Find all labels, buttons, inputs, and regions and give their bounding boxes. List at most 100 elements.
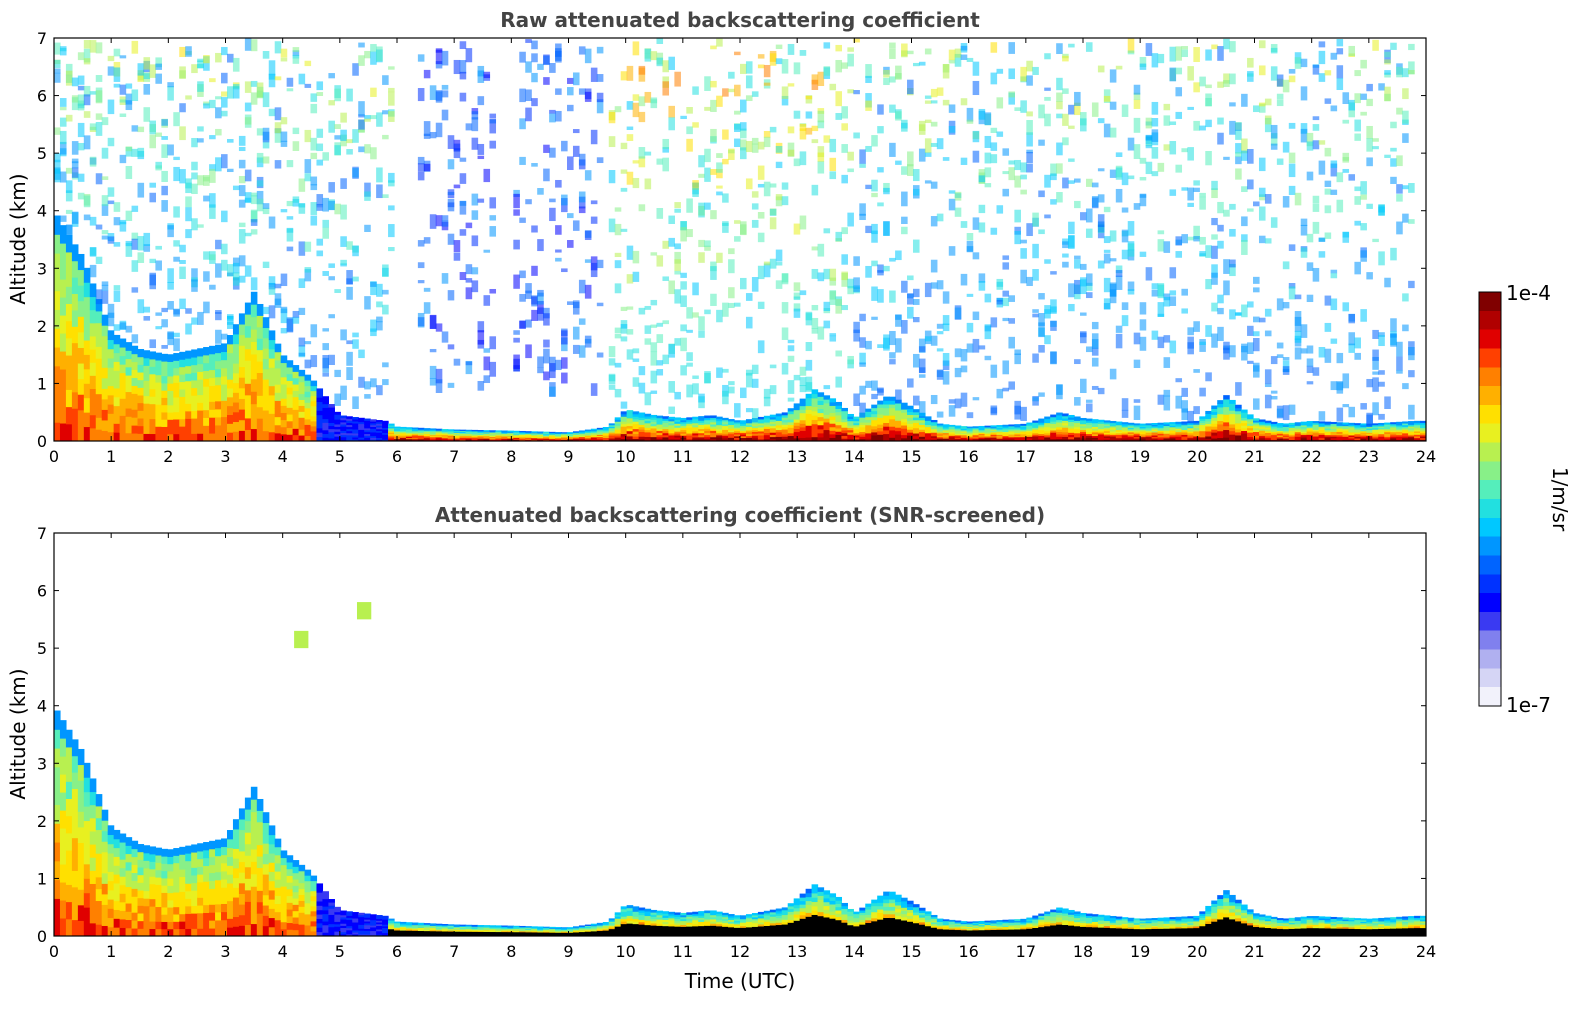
noise-cell [441,331,449,343]
heatmap-cell [298,393,306,401]
heatmap-cell [256,349,264,362]
heatmap-cell [1390,426,1397,429]
heatmap-cell [1282,429,1290,432]
heatmap-cell [1199,436,1206,440]
noise-cell [1402,293,1409,302]
noise-cell [632,177,640,189]
heatmap-cell [1050,416,1057,420]
heatmap-cell [89,283,97,298]
noise-cell [1163,293,1171,301]
heatmap-cell [907,417,914,421]
noise-cell [984,183,992,188]
noise-cell [298,352,306,357]
heatmap-cell [429,435,437,438]
noise-cell [155,161,162,169]
noise-cell [1193,180,1200,186]
heatmap-cell [656,424,664,427]
noise-cell [942,99,950,106]
heatmap-cell [954,437,962,439]
heatmap-cell [740,428,747,432]
heatmap-cell [578,435,586,438]
noise-cell [1109,169,1117,178]
noise-cell [1294,192,1302,206]
heatmap-cell [364,437,371,440]
noise-cell [710,99,717,112]
noise-cell [889,330,896,346]
heatmap-cell [1330,433,1338,436]
noise-cell [662,81,670,96]
heatmap-cell [232,343,240,354]
noise-cell [877,104,884,115]
noise-cell [918,346,926,352]
heatmap-cell [1139,438,1147,441]
noise-cell [859,352,866,365]
heatmap-cell [83,311,91,327]
heatmap-cell [286,414,294,422]
heatmap-cell [429,436,437,439]
heatmap-cell [352,433,359,436]
heatmap-cell [417,438,425,441]
heatmap-cell [1115,428,1123,431]
heatmap-cell [1396,429,1403,432]
noise-cell [1253,287,1260,293]
heatmap-cell [322,414,329,420]
heatmap-cell [1264,439,1272,441]
noise-cell [608,358,616,366]
heatmap-cell [417,435,425,438]
noise-cell [435,368,443,384]
heatmap-cell [370,419,377,422]
noise-cell [1014,405,1021,420]
noise-cell [716,367,723,378]
heatmap-cell [936,439,944,441]
noise-cell [1276,408,1284,418]
heatmap-cell [137,425,145,434]
heatmap-cell [1396,423,1403,426]
noise-cell [907,378,914,388]
noise-cell [161,185,168,196]
heatmap-cell [877,424,884,429]
heatmap-cell [1062,415,1069,419]
heatmap-cell [262,389,270,401]
noise-cell [215,310,222,314]
noise-cell [1068,221,1075,235]
noise-cell [877,126,884,134]
heatmap-cell [364,424,371,427]
heatmap-cell [1091,437,1099,440]
heatmap-cell [883,422,890,427]
heatmap-cell [131,401,139,410]
heatmap-cell [119,423,127,433]
heatmap-cell [584,437,592,439]
heatmap-cell [936,432,944,435]
noise-cell [489,361,497,377]
heatmap-cell [1241,438,1248,441]
noise-cell [125,83,133,89]
x-tick-label: 12 [730,447,750,466]
heatmap-cell [226,352,234,363]
x-tick-label: 7 [449,447,459,466]
noise-cell [1085,228,1093,238]
heatmap-cell [149,403,157,412]
noise-cell [191,183,198,195]
noise-cell [853,393,860,406]
noise-cell [620,71,628,81]
noise-cell [1402,213,1409,223]
heatmap-cell [262,327,270,339]
noise-cell [268,73,276,80]
heatmap-cell [364,422,371,425]
noise-cell [1032,309,1039,313]
heatmap-cell [799,405,807,410]
heatmap-cell [95,334,103,347]
heatmap-cell [1080,429,1087,432]
noise-cell [567,301,574,305]
noise-cell [740,147,747,160]
noise-cell [1318,411,1326,421]
heatmap-cell [1318,432,1326,435]
heatmap-cell [1414,430,1421,434]
heatmap-cell [1038,420,1045,423]
noise-cell [459,201,467,215]
noise-cell [692,383,699,395]
heatmap-cell [364,418,371,421]
noise-cell [942,323,950,332]
heatmap-cell [405,438,413,441]
noise-cell [477,143,485,155]
